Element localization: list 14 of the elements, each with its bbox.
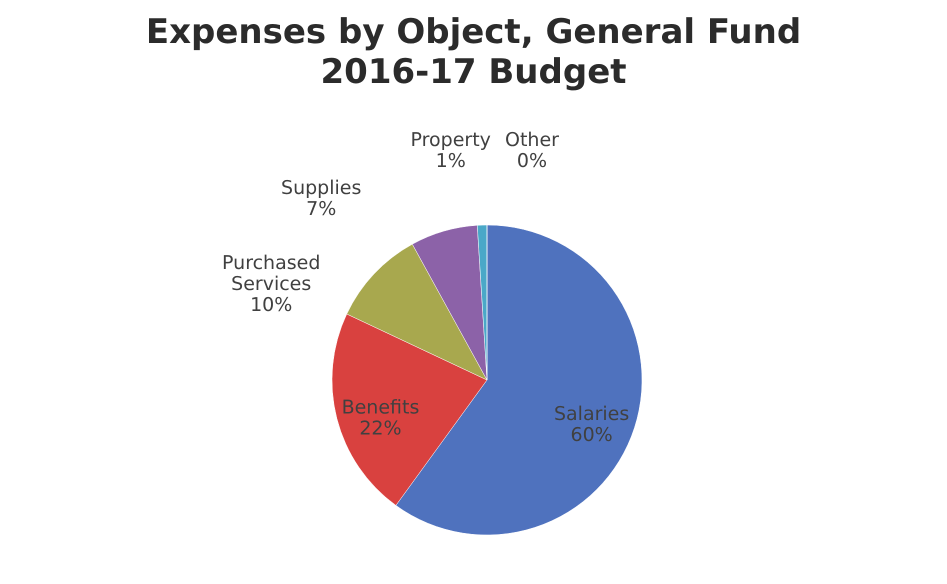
data-label: 10% [250, 294, 292, 316]
slice-label: Benefits [342, 396, 420, 418]
text: 0% [516, 150, 548, 172]
chart-subtitle: 2016-17 Budget [320, 52, 626, 92]
data-label: 22% [359, 417, 402, 440]
data-label: 7% [306, 198, 336, 220]
data-label: 60% [570, 424, 613, 446]
slice-label: Salaries [554, 402, 630, 425]
slice-label: Purchased Services [222, 252, 320, 296]
slice-label: Property [410, 129, 491, 152]
chart-title: Expenses by Object, General Fund [146, 12, 802, 52]
category-label: Other [505, 129, 559, 151]
data-label: 1% [436, 150, 466, 172]
slice-label: Supplies [281, 176, 362, 199]
